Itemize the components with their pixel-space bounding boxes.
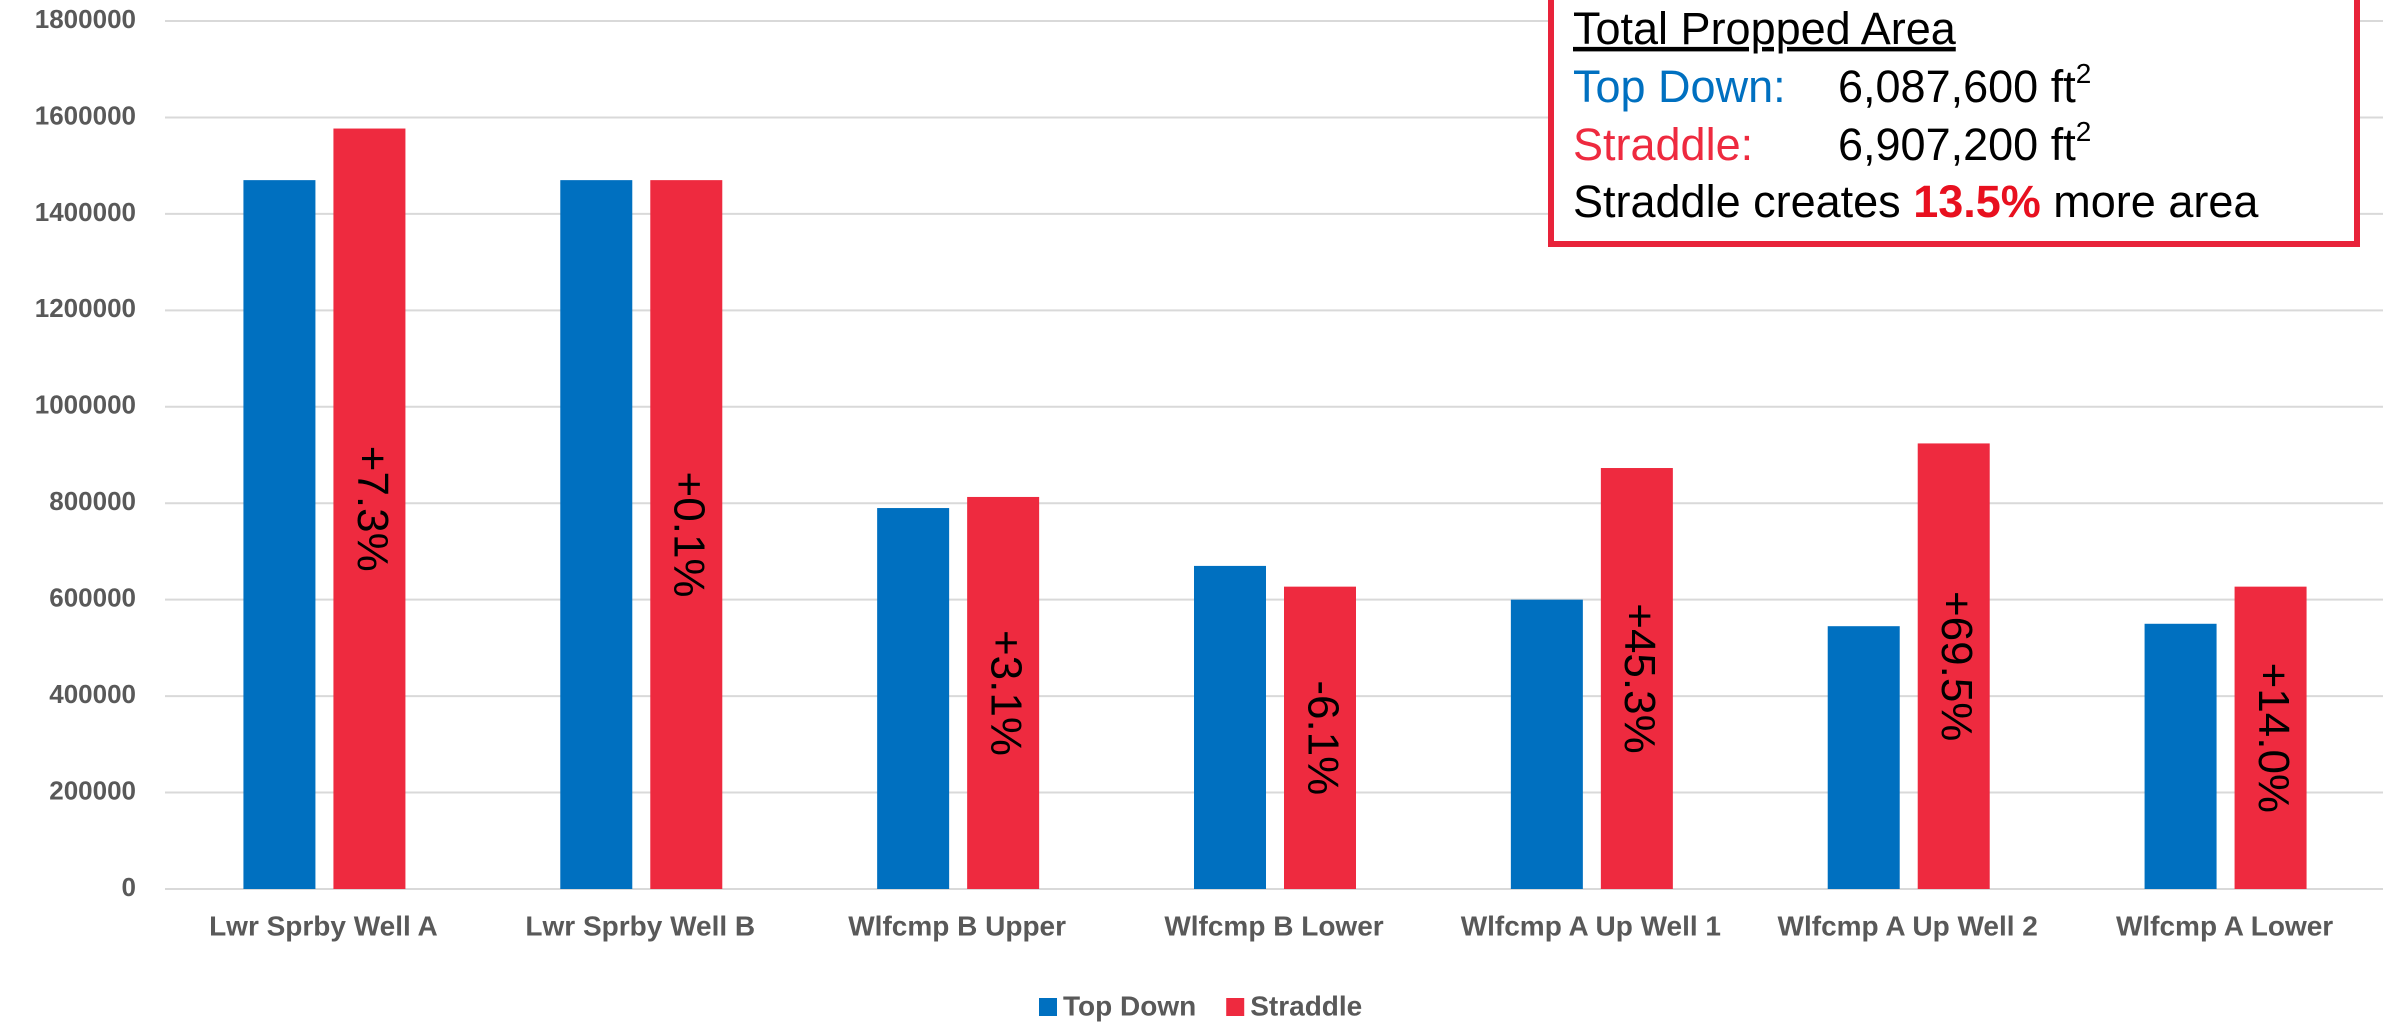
bar	[560, 180, 633, 890]
change-label: +3.1%	[982, 630, 1031, 756]
x-tick-label: Wlfcmp A Up Well 1	[1461, 910, 1721, 941]
x-tick-label: Wlfcmp A Up Well 2	[1778, 910, 2038, 941]
summary-note: Straddle creates 13.5% more area	[1573, 176, 2259, 227]
summary-title: Total Propped Area	[1573, 3, 1957, 54]
y-tick-label: 1600000	[35, 100, 136, 130]
change-label: +0.1%	[665, 472, 714, 598]
legend-swatch	[1226, 998, 1245, 1016]
bar	[877, 508, 950, 889]
y-tick-label: 800000	[49, 486, 136, 516]
summary-value-text: 6,087,600 ft	[1838, 61, 2076, 112]
y-tick-label: 400000	[49, 679, 136, 709]
y-tick-label: 200000	[49, 775, 136, 805]
summary-value: 6,907,200 ft2	[1838, 116, 2091, 170]
bar	[1284, 586, 1356, 889]
x-tick-label: Wlfcmp B Lower	[1164, 910, 1383, 941]
bar	[1510, 599, 1583, 889]
y-tick-label: 1400000	[35, 197, 136, 227]
summary-value-text: 6,907,200 ft	[1838, 119, 2076, 170]
legend-swatch	[1039, 998, 1057, 1016]
bar	[333, 128, 406, 890]
summary-label: Straddle:	[1573, 119, 1753, 170]
summary-border	[1548, 0, 2360, 247]
summary-sup: 2	[2076, 116, 2092, 147]
bar	[1600, 468, 1673, 889]
bar	[650, 180, 723, 890]
y-tick-label: 1000000	[35, 390, 136, 420]
change-label: +14.0%	[2249, 663, 2298, 813]
x-tick-label: Wlfcmp A Lower	[2116, 910, 2333, 941]
note-text: Straddle creates	[1573, 176, 1913, 227]
change-label: -6.1%	[1298, 680, 1347, 795]
y-tick-label: 0	[122, 872, 136, 902]
summary-value: 6,087,600 ft2	[1838, 58, 2091, 112]
legend-label: Straddle	[1250, 990, 1362, 1021]
summary-sup: 2	[2076, 58, 2092, 89]
y-tick-label: 1800000	[35, 4, 136, 34]
change-label: +7.3%	[348, 446, 397, 572]
note-highlight: 13.5%	[1913, 176, 2041, 227]
bar	[1827, 626, 1900, 889]
x-tick-label: Lwr Sprby Well A	[209, 910, 438, 941]
x-tick-label: Wlfcmp B Upper	[848, 910, 1066, 941]
bar	[2144, 623, 2217, 889]
y-tick-label: 1200000	[35, 293, 136, 323]
x-tick-label: Lwr Sprby Well B	[525, 910, 755, 941]
bar	[967, 496, 1040, 889]
bar	[2234, 586, 2307, 889]
bar	[1194, 565, 1266, 889]
y-tick-label: 600000	[49, 583, 136, 613]
summary-box: Total Propped Area Top Down: 6,087,600 f…	[1548, 0, 2360, 247]
summary-label: Top Down:	[1573, 61, 1786, 112]
bar	[243, 180, 316, 890]
bar	[1917, 443, 1990, 889]
legend-label: Top Down	[1063, 990, 1196, 1021]
legend: Top Down Straddle	[1039, 990, 1362, 1021]
change-label: +45.3%	[1615, 603, 1664, 753]
change-label: +69.5%	[1932, 591, 1981, 741]
note-text: more area	[2041, 176, 2260, 227]
